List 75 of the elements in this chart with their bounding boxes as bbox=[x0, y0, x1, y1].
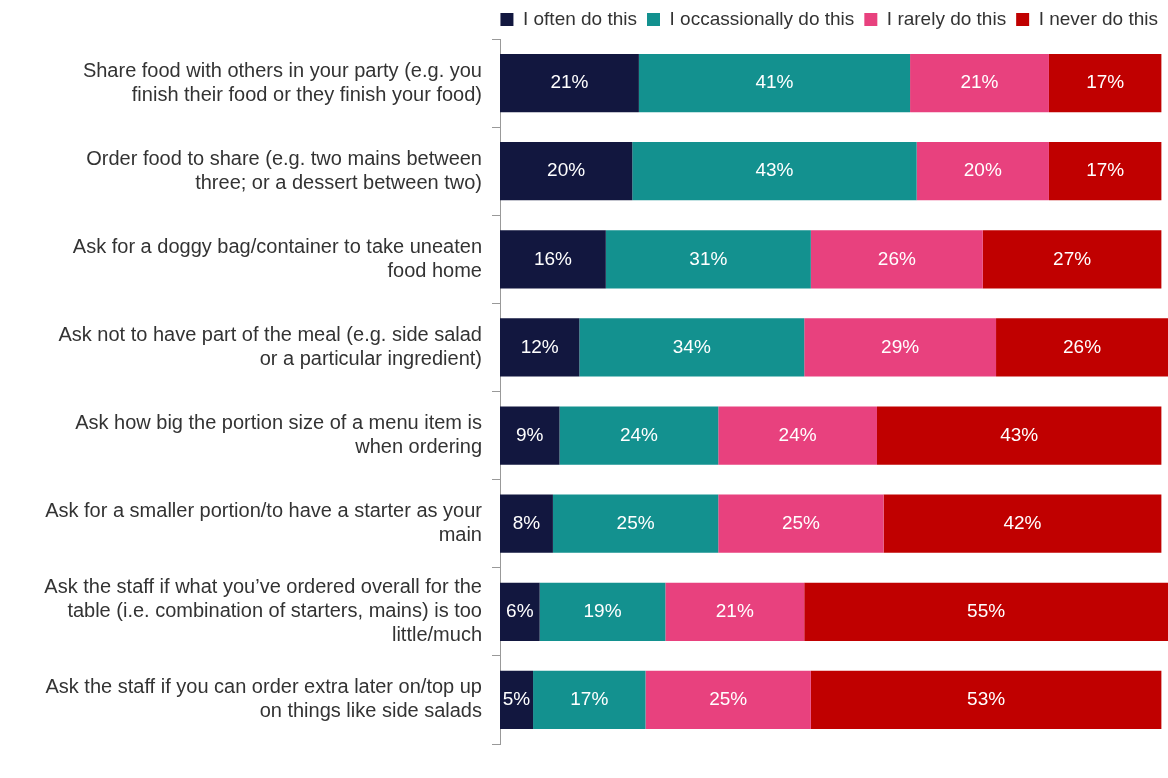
bar bbox=[810, 670, 1162, 730]
bar bbox=[876, 406, 1162, 465]
bar bbox=[632, 142, 917, 201]
data-label: 34% bbox=[672, 335, 711, 357]
data-label: 17% bbox=[1086, 159, 1125, 181]
data-label: 20% bbox=[547, 159, 586, 181]
data-label: 25% bbox=[781, 511, 821, 533]
y-tick-label: Share food with others in your party (e.g. you finish their food or they finish your food) bbox=[82, 58, 482, 105]
bar bbox=[539, 582, 666, 641]
legend-label: I rarely do this bbox=[886, 7, 1007, 29]
data-label: 24% bbox=[619, 423, 659, 445]
data-label: 25% bbox=[616, 511, 655, 533]
legend-label: I never do this bbox=[1038, 7, 1158, 29]
bar bbox=[718, 494, 884, 553]
y-tick-label: Ask the staff if you can order extra later on/top up on things like side salads bbox=[45, 675, 482, 722]
bar bbox=[665, 582, 805, 641]
data-label: 24% bbox=[778, 423, 817, 445]
data-label: 21% bbox=[715, 600, 754, 622]
bar bbox=[883, 494, 1162, 553]
y-tick-label: Ask not to have part of the meal (e.g. side salad or a particular ingredient) bbox=[58, 322, 482, 369]
data-label: 26% bbox=[877, 247, 916, 269]
bar bbox=[500, 406, 560, 465]
bar bbox=[533, 670, 646, 730]
data-label: 25% bbox=[709, 688, 748, 710]
legend-label: I often do this bbox=[522, 7, 638, 29]
data-label: 19% bbox=[583, 600, 622, 622]
bar bbox=[579, 318, 805, 377]
data-label: 6% bbox=[506, 600, 534, 622]
data-label: 27% bbox=[1053, 247, 1092, 269]
data-label: 21% bbox=[550, 71, 589, 93]
bar bbox=[916, 142, 1049, 201]
data-label: 17% bbox=[570, 688, 609, 710]
y-tick-label: Ask how big the portion size of a menu item is when ordering bbox=[75, 411, 482, 458]
bar bbox=[605, 230, 811, 289]
y-tick-label: Order food to share (e.g. two mains between three; or a dessert between two) bbox=[86, 146, 482, 193]
data-label: 42% bbox=[1003, 511, 1042, 533]
data-label: 12% bbox=[520, 335, 559, 357]
y-tick-label: Ask the staff if what you’ve ordered overall for the table (i.e. combination of starters, mains) is too little/much bbox=[44, 575, 482, 646]
bar bbox=[910, 53, 1049, 113]
bar bbox=[500, 142, 633, 201]
bar bbox=[718, 406, 877, 465]
bar bbox=[804, 318, 997, 377]
bar bbox=[500, 230, 606, 289]
bar bbox=[982, 230, 1162, 289]
data-label: 21% bbox=[960, 71, 999, 93]
bar bbox=[996, 318, 1168, 377]
bar bbox=[500, 494, 553, 553]
bar bbox=[1048, 53, 1162, 113]
legend-label: I occassionally do this bbox=[669, 7, 855, 29]
y-tick-label: Ask for a doggy bag/container to take uneaten food home bbox=[72, 234, 482, 281]
data-label: 17% bbox=[1086, 71, 1125, 93]
bar bbox=[810, 230, 983, 289]
bar bbox=[638, 53, 911, 113]
bar bbox=[500, 582, 540, 641]
bar bbox=[645, 670, 811, 730]
data-label: 26% bbox=[1063, 335, 1102, 357]
y-tick-label: Ask for a smaller portion/to have a starter as your main bbox=[45, 499, 483, 546]
bar bbox=[500, 318, 580, 377]
data-label: 43% bbox=[1000, 423, 1039, 445]
data-label: 20% bbox=[963, 159, 1002, 181]
bar bbox=[552, 494, 719, 553]
data-label: 9% bbox=[516, 423, 544, 445]
bar bbox=[1048, 142, 1162, 201]
data-label: 29% bbox=[881, 335, 920, 357]
bar bbox=[559, 406, 719, 465]
data-label: 16% bbox=[533, 247, 573, 269]
bar bbox=[804, 582, 1168, 641]
data-label: 55% bbox=[967, 600, 1006, 622]
data-label: 8% bbox=[512, 511, 541, 533]
data-label: 43% bbox=[755, 159, 794, 181]
data-label: 31% bbox=[689, 247, 728, 269]
data-label: 5% bbox=[502, 688, 531, 710]
data-label: 53% bbox=[967, 688, 1006, 710]
data-label: 41% bbox=[755, 71, 794, 93]
bar bbox=[500, 53, 639, 113]
